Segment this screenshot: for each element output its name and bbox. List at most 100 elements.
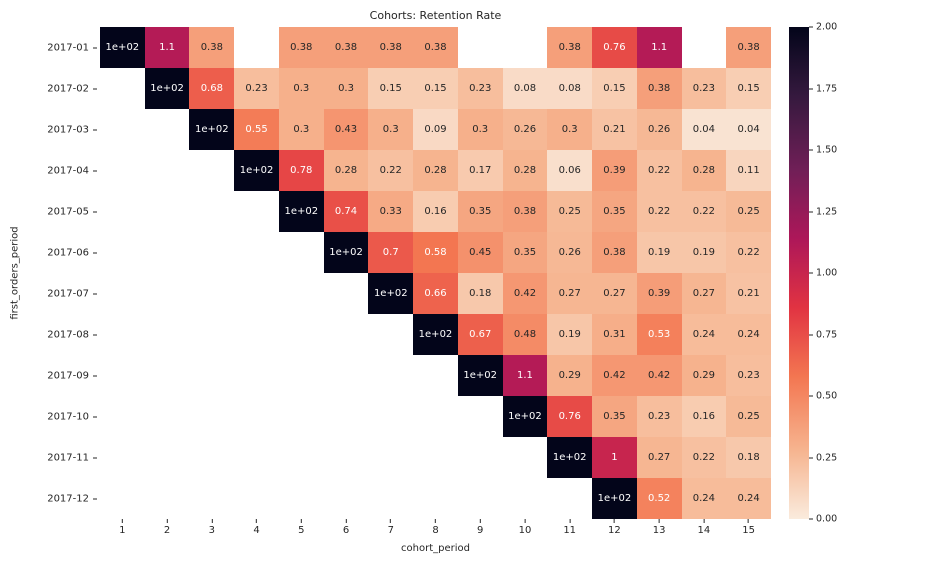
- tick-mark: [809, 149, 813, 151]
- heatmap-cell: 0.11: [726, 150, 771, 191]
- colorbar: [789, 27, 809, 519]
- heatmap-cell: 0.16: [681, 396, 727, 437]
- tick-mark: [93, 129, 97, 130]
- heatmap-cell: 0.42: [502, 273, 548, 314]
- heatmap-cell: 0.55: [234, 109, 279, 150]
- x-tick: 1: [119, 519, 126, 536]
- heatmap-cell: 0.29: [681, 355, 727, 396]
- tick-mark: [93, 47, 97, 48]
- y-tick: 2017-01: [47, 42, 97, 53]
- heatmap-cell: 0.23: [636, 396, 682, 437]
- heatmap-cell: [189, 396, 235, 437]
- heatmap-cell: 0.19: [547, 314, 593, 355]
- heatmap-cell: 0.48: [502, 314, 548, 355]
- heatmap-cell: [323, 478, 369, 519]
- x-tick: 11: [563, 519, 576, 536]
- heatmap-cell: 0.42: [592, 355, 637, 396]
- heatmap-cell: 1e+02: [592, 478, 637, 519]
- heatmap-cell: [189, 437, 235, 478]
- heatmap-cell: 0.09: [413, 109, 458, 150]
- tick-mark: [390, 519, 392, 523]
- y-tick: 2017-10: [47, 411, 97, 422]
- heatmap-cell: [189, 273, 235, 314]
- heatmap-cell: [100, 355, 145, 396]
- heatmap-cell: 0.3: [278, 109, 324, 150]
- x-tick: 10: [519, 519, 531, 536]
- heatmap-cell: 0.66: [413, 273, 458, 314]
- heatmap-cell: 0.68: [189, 68, 235, 109]
- heatmap-cell: [189, 478, 235, 519]
- heatmap-grid: 1e+02 1.1 0.38 0.38 0.38 0.38 0.38 0.38 0.76 1.1 0…: [100, 27, 771, 519]
- heatmap-cell: 1.1: [502, 355, 548, 396]
- heatmap-cell: [457, 396, 503, 437]
- colorbar-tick: 1.25: [809, 206, 837, 217]
- heatmap-cell: [189, 355, 235, 396]
- heatmap-cell: [100, 478, 145, 519]
- heatmap-cell: [278, 478, 324, 519]
- heatmap-cell: [278, 355, 324, 396]
- heatmap-cell: 0.35: [592, 396, 637, 437]
- heatmap-cell: [234, 396, 279, 437]
- x-tick: 8: [432, 519, 439, 536]
- tick-mark: [93, 334, 97, 335]
- x-tick: 3: [209, 519, 215, 536]
- heatmap-cell: [457, 478, 503, 519]
- heatmap-cell: 0.39: [636, 273, 682, 314]
- heatmap-cell: 0.23: [457, 68, 503, 109]
- tick-mark: [809, 26, 813, 28]
- y-tick: 2017-08: [47, 329, 97, 340]
- colorbar-tick: 0.75: [809, 329, 837, 340]
- heatmap-cell: 0.3: [323, 68, 369, 109]
- colorbar-tick-labels: 2.00 1.75 1.50 1.25 1.00 0.75 0.50 0.25 0.00: [809, 22, 869, 525]
- heatmap-cell: 0.24: [681, 478, 727, 519]
- heatmap-cell: 0.26: [502, 109, 548, 150]
- colorbar-tick: 1.50: [809, 145, 837, 156]
- heatmap-cell: [100, 68, 145, 109]
- heatmap-cell: [413, 355, 458, 396]
- heatmap-cell: [100, 273, 145, 314]
- heatmap-cell: 0.76: [547, 396, 593, 437]
- heatmap-cell: [278, 232, 324, 273]
- heatmap-cell: [100, 396, 145, 437]
- heatmap-cell: 0.78: [278, 150, 324, 191]
- heatmap-cell: [368, 437, 414, 478]
- heatmap-cell: [189, 314, 235, 355]
- heatmap-cell: 0.27: [547, 273, 593, 314]
- tick-mark: [93, 416, 97, 417]
- chart-title: Cohorts: Retention Rate: [369, 9, 502, 22]
- heatmap-cell: 0.74: [323, 191, 369, 232]
- tick-mark: [345, 519, 347, 523]
- heatmap-cell: [502, 478, 548, 519]
- y-tick-labels: 2017-01 2017-02 2017-03 2017-04 2017-05 2017-…: [0, 27, 97, 519]
- heatmap-cell: 0.7: [368, 232, 414, 273]
- heatmap-cell: 0.43: [323, 109, 369, 150]
- colorbar-tick: 1.75: [809, 83, 837, 94]
- heatmap-cell: [234, 27, 279, 68]
- heatmap-cell: [144, 355, 190, 396]
- heatmap-cell: 0.21: [592, 109, 637, 150]
- tick-mark: [93, 211, 97, 212]
- tick-mark: [809, 211, 813, 212]
- tick-mark: [93, 498, 97, 499]
- heatmap-cell: 0.25: [726, 191, 771, 232]
- heatmap-cell: 0.38: [636, 68, 682, 109]
- heatmap-cell: 0.24: [726, 478, 771, 519]
- heatmap-cell: 0.38: [726, 27, 771, 68]
- heatmap-cell: 0.53: [636, 314, 682, 355]
- heatmap-cell: [100, 437, 145, 478]
- heatmap-cell: 0.38: [368, 27, 414, 68]
- heatmap-cell: 0.25: [726, 396, 771, 437]
- heatmap-cell: 0.06: [547, 150, 593, 191]
- heatmap-cell: 0.27: [636, 437, 682, 478]
- x-tick: 2: [164, 519, 170, 536]
- tick-mark: [93, 252, 97, 253]
- y-tick: 2017-06: [47, 247, 97, 258]
- tick-mark: [435, 519, 436, 523]
- heatmap-cell: [323, 355, 369, 396]
- heatmap-cell: [189, 232, 235, 273]
- tick-mark: [211, 519, 213, 523]
- colorbar-tick: 0.50: [809, 391, 837, 402]
- heatmap-cell: 0.38: [323, 27, 369, 68]
- heatmap-cell: 1e+02: [413, 314, 458, 355]
- heatmap-cell: [368, 396, 414, 437]
